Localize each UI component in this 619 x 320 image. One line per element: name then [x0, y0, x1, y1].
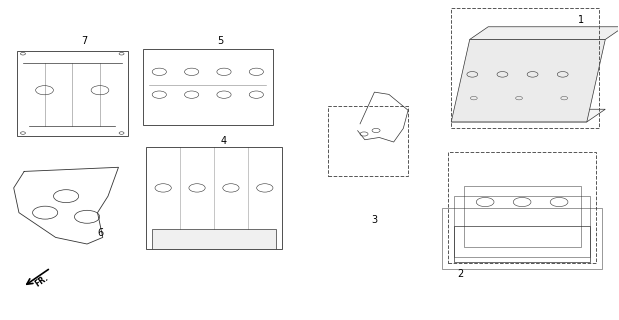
Polygon shape	[451, 39, 605, 122]
Bar	[451, 8, 599, 128]
Text: 4: 4	[220, 136, 227, 146]
Polygon shape	[470, 27, 619, 39]
Text: 3: 3	[371, 215, 377, 225]
Bar	[152, 228, 275, 249]
Text: FR.: FR.	[33, 273, 50, 288]
Text: 2: 2	[457, 269, 464, 279]
Bar	[448, 152, 596, 263]
Text: 5: 5	[217, 36, 223, 46]
Bar	[328, 106, 408, 176]
Bar	[143, 49, 272, 125]
Text: 1: 1	[578, 15, 584, 25]
Polygon shape	[451, 109, 605, 122]
Bar	[464, 186, 581, 247]
Text: 6: 6	[97, 228, 103, 238]
Text: 7: 7	[82, 36, 88, 46]
Bar	[17, 51, 128, 136]
Bar	[442, 208, 602, 269]
Bar	[454, 226, 590, 261]
Bar	[454, 196, 590, 257]
Bar	[146, 147, 282, 249]
